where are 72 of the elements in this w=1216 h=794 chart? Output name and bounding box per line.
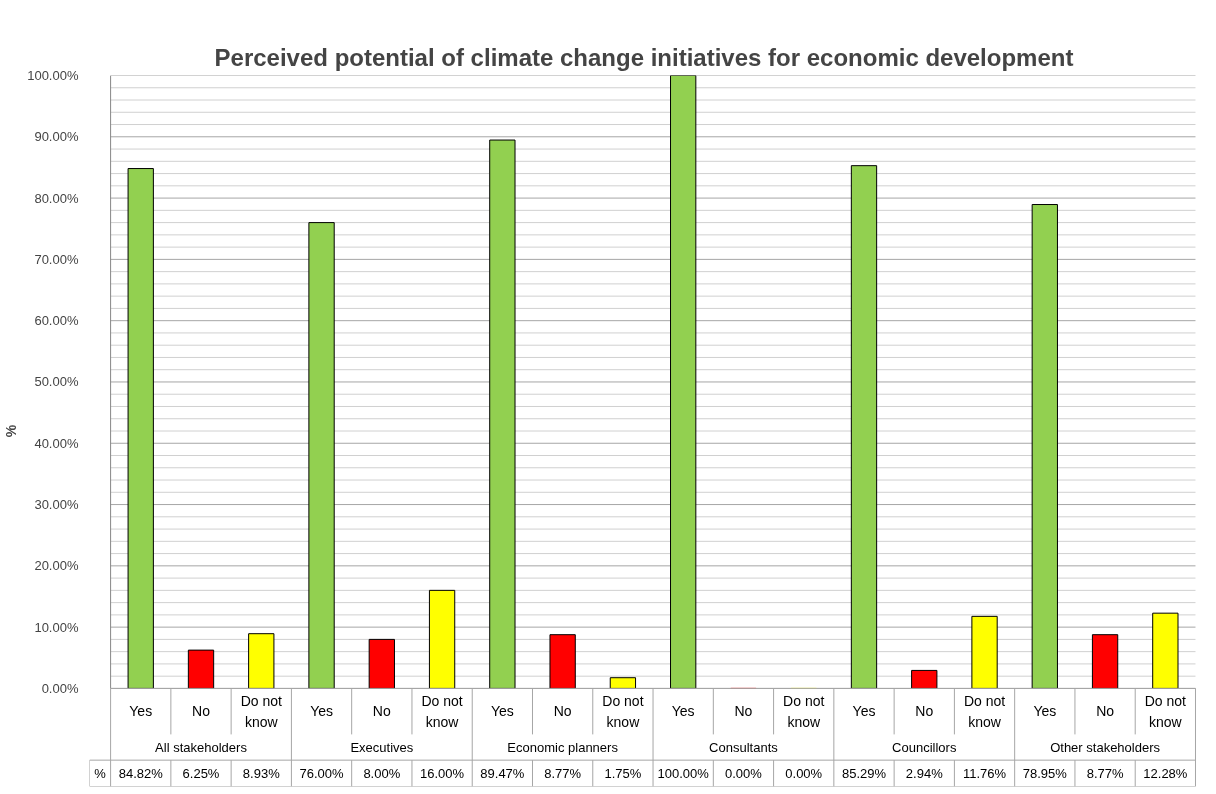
bar — [971, 615, 998, 689]
text: Councillors — [892, 739, 957, 755]
x-tick-label: Do not know — [240, 693, 283, 730]
bar — [670, 75, 697, 689]
bar — [308, 222, 335, 689]
x-tick-label: No — [372, 703, 391, 720]
data-label: 0.00% — [725, 765, 763, 781]
data-label: 8.77% — [544, 765, 582, 781]
data-label: 78.95% — [1022, 765, 1068, 781]
bar — [428, 589, 456, 689]
data-label: 8.00% — [363, 765, 401, 781]
data-label: 6.25% — [182, 765, 220, 781]
x-tick-label: Yes — [671, 703, 695, 720]
x-tick-label: Do not know — [963, 693, 1006, 730]
bar — [1031, 204, 1058, 689]
text: Consultants — [709, 739, 779, 755]
y-tick-label: 50.00% — [34, 374, 79, 390]
y-tick-label: 60.00% — [34, 313, 79, 329]
bar — [248, 633, 275, 689]
data-label: 8.77% — [1086, 765, 1124, 781]
bar — [187, 649, 215, 689]
text: All stakeholders — [155, 739, 248, 755]
x-tick-label: No — [553, 703, 572, 720]
text: Executives — [350, 739, 414, 755]
y-tick-label: 10.00% — [34, 619, 79, 635]
text: % — [3, 424, 20, 438]
data-label: 2.94% — [905, 765, 944, 781]
data-label: 89.47% — [480, 765, 525, 781]
x-tick-label: No — [915, 703, 934, 720]
data-label: 12.28% — [1143, 765, 1188, 781]
bar — [127, 168, 154, 689]
text: Other stakeholders — [1050, 739, 1161, 755]
data-label: 84.82% — [118, 765, 164, 781]
data-label: 8.93% — [242, 765, 281, 781]
data-label: 16.00% — [420, 765, 465, 781]
data-label: 1.75% — [604, 765, 642, 781]
x-tick-label: No — [734, 703, 753, 720]
bar — [1152, 612, 1179, 689]
y-tick-label: 20.00% — [34, 558, 79, 574]
x-tick-label: Yes — [1033, 703, 1057, 720]
x-tick-label: Do not know — [1144, 693, 1187, 730]
bar — [1091, 634, 1119, 689]
bar — [911, 669, 938, 689]
data-label: 100.00% — [657, 765, 710, 781]
y-tick-label: 80.00% — [34, 190, 79, 206]
y-tick-label: 70.00% — [34, 251, 79, 267]
x-tick-label: Do not know — [602, 693, 644, 730]
y-tick-label: 40.00% — [34, 435, 79, 451]
y-tick-label: 100.00% — [27, 68, 79, 83]
bar — [609, 677, 637, 689]
bar — [368, 638, 395, 689]
data-label: 11.76% — [962, 765, 1007, 781]
x-tick-label: Do not know — [421, 693, 463, 730]
x-tick-label: No — [192, 703, 211, 720]
bar — [489, 139, 516, 689]
y-tick-label: 0.00% — [41, 680, 79, 696]
x-tick-label: Yes — [490, 703, 514, 720]
data-label: 0.00% — [785, 765, 823, 781]
text: Economic planners — [507, 739, 619, 755]
data-label: 76.00% — [299, 765, 345, 781]
y-tick-label: 90.00% — [34, 129, 79, 145]
x-tick-label: Yes — [852, 703, 876, 720]
data-label: 85.29% — [841, 765, 887, 781]
bar — [549, 634, 576, 689]
x-tick-label: Do not know — [783, 693, 825, 730]
y-tick-label: 30.00% — [34, 497, 79, 513]
x-tick-label: Yes — [129, 703, 153, 720]
bar — [850, 165, 878, 689]
x-tick-label: Yes — [310, 703, 333, 720]
y-axis-title: % — [94, 765, 107, 781]
x-tick-label: No — [1096, 703, 1115, 720]
chart-title: Perceived potential of climate change initiatives for economic development — [214, 43, 1074, 71]
